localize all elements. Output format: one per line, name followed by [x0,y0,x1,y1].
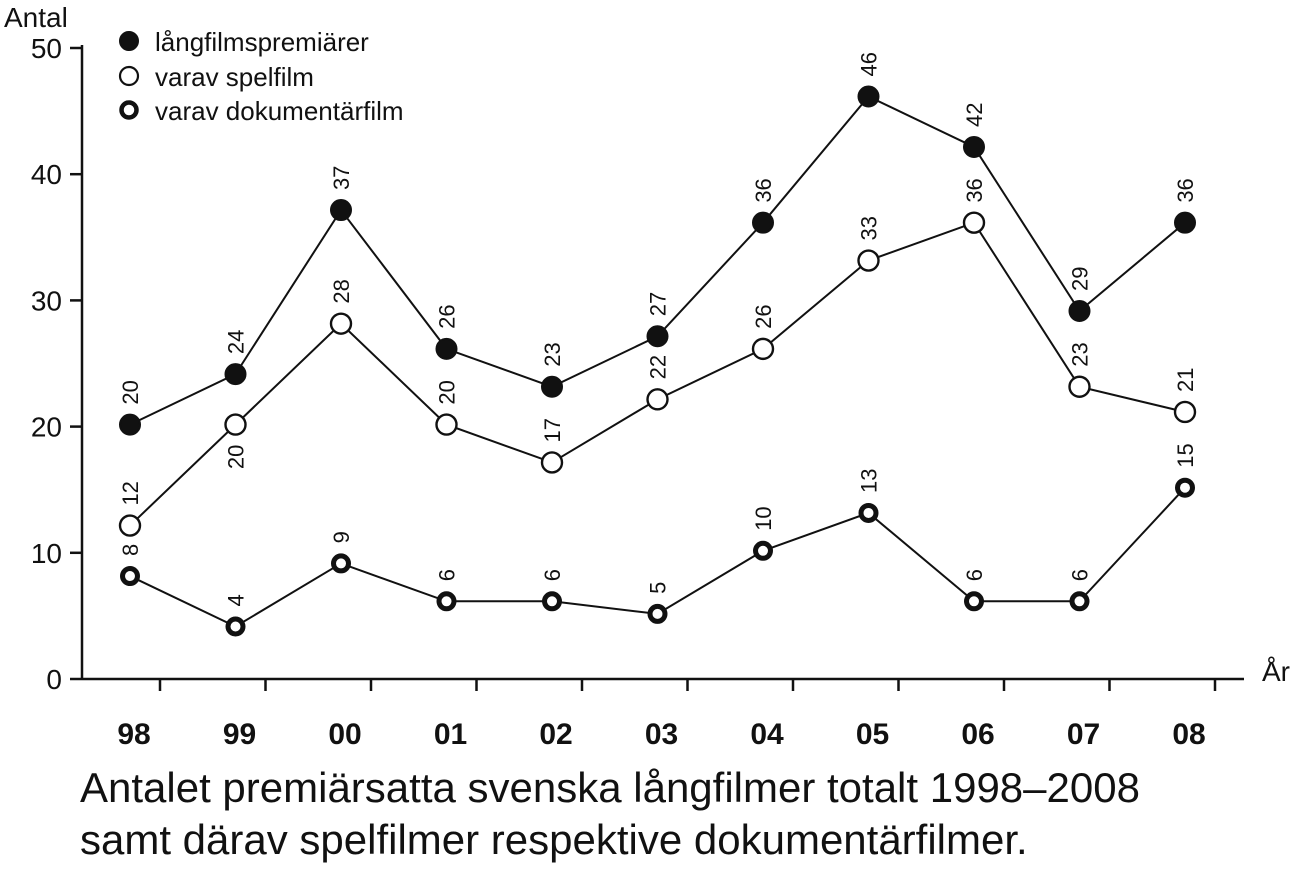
data-label-s2: 33 [857,216,882,240]
data-point-s2 [224,413,247,436]
data-label-s1: 24 [224,330,249,354]
caption-line-1: Antalet premiärsatta svenska långfilmer … [80,764,1140,811]
data-label-s3: 10 [751,506,776,530]
data-label-s2: 26 [751,304,776,328]
x-tick-label: 02 [539,718,572,751]
data-point-s3 [331,553,351,574]
x-tick-label: 99 [223,718,256,751]
data-point-s3 [1069,591,1090,612]
data-label-s3: 6 [540,569,565,581]
data-label-s1: 29 [1068,267,1093,291]
y-tick-label: 40 [31,159,62,190]
data-label-s2: 21 [1173,367,1198,391]
caption-line-2: samt därav spelfilmer respektive dokumen… [80,816,1028,863]
data-point-s2 [1068,375,1091,398]
data-label-s1: 37 [329,166,354,190]
legend-marker-filled [119,31,139,51]
data-label-s3: 9 [329,531,354,543]
x-tick-label: 01 [434,718,467,751]
x-tick-label: 08 [1172,718,1205,751]
data-point-s1 [541,375,563,398]
data-point-s2 [329,312,353,335]
x-tick-label: 04 [750,718,784,751]
data-point-s3 [542,591,562,612]
data-label-s1: 36 [1173,178,1198,202]
y-tick-label: 30 [31,285,62,316]
data-point-s3 [120,566,140,587]
data-point-s3 [858,502,879,523]
data-point-s3 [1175,477,1195,498]
x-tick-label: 05 [856,718,889,751]
legend-label-3: varav dokumentärfilm [155,96,404,126]
data-point-s2 [540,451,564,474]
x-tick-label: 06 [961,718,994,751]
x-tick-label: 03 [645,718,678,751]
data-point-s3 [753,540,773,561]
data-point-s1 [224,363,247,386]
data-label-s3: 8 [118,544,143,556]
data-point-s3 [225,616,246,637]
x-axis-label: År [1262,656,1290,687]
y-tick-label: 20 [31,412,62,443]
y-tick-label: 50 [31,33,62,64]
legend-marker-open [118,65,140,87]
data-label-s3: 4 [224,594,249,606]
data-label-s2: 22 [646,355,671,379]
data-label-s1: 20 [118,380,143,404]
data-point-s1 [435,337,458,360]
data-label-s2: 20 [224,445,249,469]
data-label-s3: 6 [435,569,460,581]
data-label-s2: 28 [329,279,354,303]
data-point-s1 [119,413,141,436]
data-point-s3 [436,591,457,612]
data-point-s3 [964,591,984,612]
data-label-s2: 17 [540,418,565,442]
data-label-s3: 13 [857,468,882,492]
x-tick-label: 98 [117,718,150,751]
data-point-s1 [646,325,669,348]
data-point-s1 [1068,300,1091,323]
data-point-s1 [963,135,985,158]
data-label-s2: 36 [962,178,987,202]
x-tick-label: 07 [1067,718,1100,751]
legend-label-2: varav spelfilm [155,62,314,92]
data-label-s2: 12 [118,481,143,505]
data-point-s2 [857,249,880,272]
data-label-s2: 20 [435,380,460,404]
y-tick-label: 10 [31,538,62,569]
y-axis: Antal 0 10 20 30 40 50 [4,2,84,695]
data-point-s1 [752,211,774,234]
data-label-s1: 36 [751,178,776,202]
data-label-s3: 6 [1068,569,1093,581]
data-point-s1 [1174,211,1196,234]
x-axis: År 98 99 00 01 02 03 04 05 06 07 08 [82,656,1290,751]
legend-marker-ring [119,100,139,120]
x-tick-label: 00 [328,718,361,751]
data-label-s3: 6 [962,569,987,581]
data-label-s2: 23 [1068,342,1093,366]
data-label-s1: 23 [540,342,565,366]
data-point-s2 [118,514,142,537]
figure-caption: Antalet premiärsatta svenska långfilmer … [80,762,1280,866]
data-label-s1: 27 [646,292,671,316]
data-point-s2 [646,388,669,411]
data-point-s3 [647,603,668,624]
data-label-s3: 15 [1173,443,1198,467]
data-label-s1: 42 [962,102,987,126]
y-axis-label: Antal [4,2,68,33]
y-tick-label: 0 [46,664,62,695]
legend-label-1: långfilmspremiärer [155,27,369,57]
data-label-s1: 46 [857,52,882,76]
data-point-s2 [751,337,775,361]
legend: långfilmspremiärer varav spelfilm varav … [118,27,404,126]
data-label-s1: 26 [435,304,460,328]
data-point-s2 [1173,400,1197,424]
data-label-s3: 5 [646,582,671,594]
data-point-s1 [330,199,352,222]
data-point-s2 [435,413,458,436]
data-point-s1 [857,85,880,108]
data-point-s2 [962,211,986,234]
